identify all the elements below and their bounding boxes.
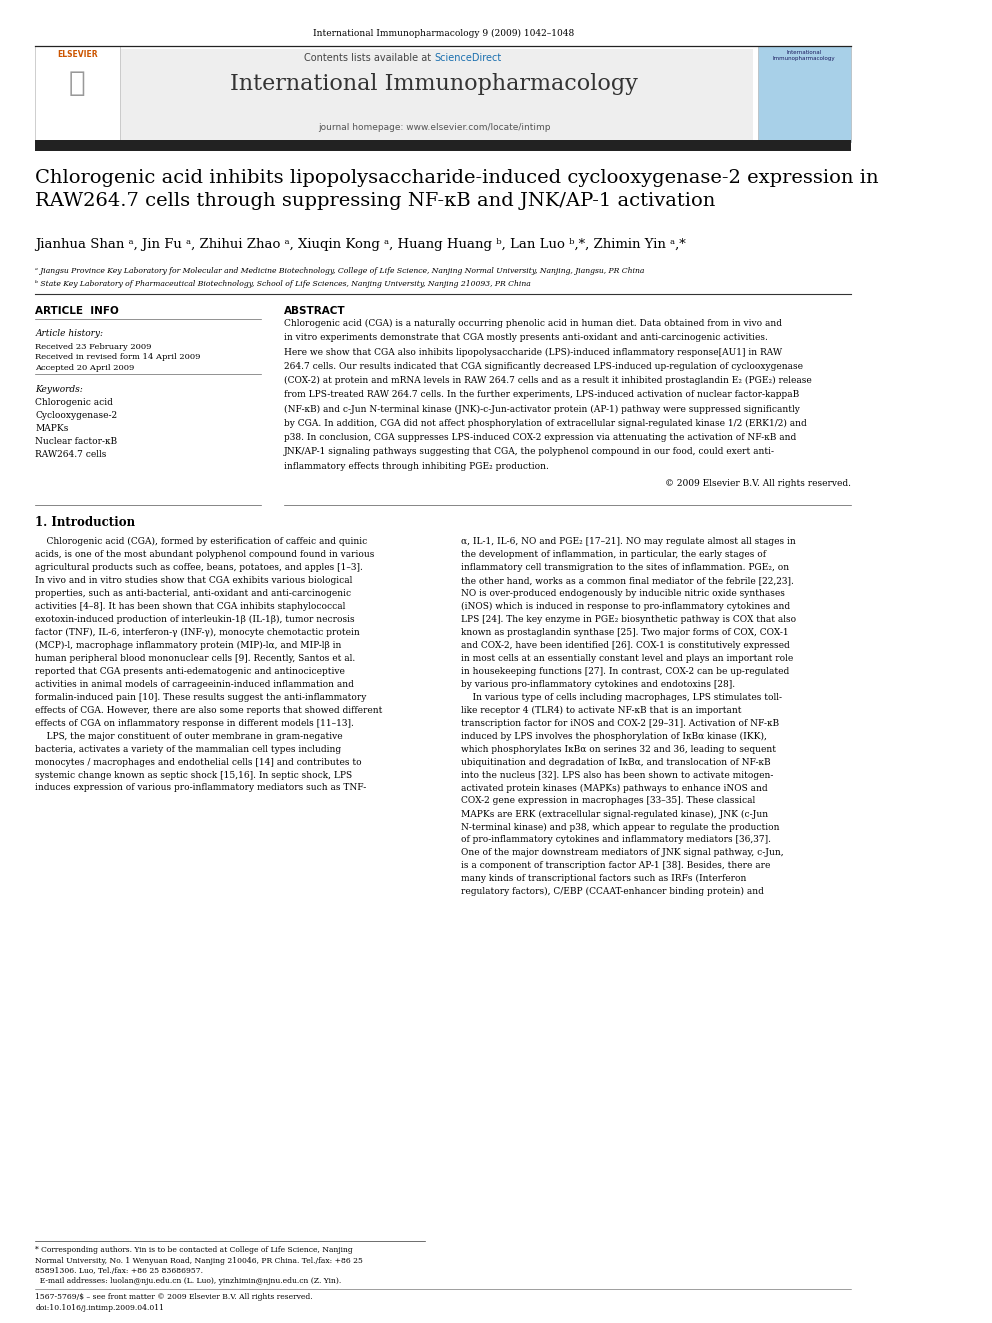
Text: NO is over-produced endogenously by inducible nitric oxide synthases: NO is over-produced endogenously by indu… [461, 589, 785, 598]
FancyBboxPatch shape [758, 46, 851, 142]
Text: Chlorogenic acid inhibits lipopolysaccharide-induced cyclooxygenase-2 expression: Chlorogenic acid inhibits lipopolysaccha… [36, 169, 879, 210]
Text: (iNOS) which is induced in response to pro-inflammatory cytokines and: (iNOS) which is induced in response to p… [461, 602, 790, 611]
Text: induced by LPS involves the phosphorylation of IκBα kinase (IKK),: induced by LPS involves the phosphorylat… [461, 732, 767, 741]
Text: into the nucleus [32]. LPS also has been shown to activate mitogen-: into the nucleus [32]. LPS also has been… [461, 770, 774, 779]
Text: doi:10.1016/j.intimp.2009.04.011: doi:10.1016/j.intimp.2009.04.011 [36, 1304, 165, 1312]
Text: activated protein kinases (MAPKs) pathways to enhance iNOS and: activated protein kinases (MAPKs) pathwa… [461, 783, 768, 792]
Text: human peripheral blood mononuclear cells [9]. Recently, Santos et al.: human peripheral blood mononuclear cells… [36, 654, 356, 663]
Text: Received 23 February 2009: Received 23 February 2009 [36, 343, 152, 351]
Text: Jianhua Shan ᵃ, Jin Fu ᵃ, Zhihui Zhao ᵃ, Xiuqin Kong ᵃ, Huang Huang ᵇ, Lan Luo ᵇ: Jianhua Shan ᵃ, Jin Fu ᵃ, Zhihui Zhao ᵃ,… [36, 238, 686, 251]
Text: by CGA. In addition, CGA did not affect phosphorylation of extracellular signal-: by CGA. In addition, CGA did not affect … [284, 419, 806, 427]
Text: International
Immunopharmacology: International Immunopharmacology [773, 50, 835, 61]
Text: (NF-κB) and c-Jun N-terminal kinase (JNK)-c-Jun-activator protein (AP-1) pathway: (NF-κB) and c-Jun N-terminal kinase (JNK… [284, 405, 800, 414]
Text: International Immunopharmacology: International Immunopharmacology [230, 73, 638, 95]
Text: formalin-induced pain [10]. These results suggest the anti-inflammatory: formalin-induced pain [10]. These result… [36, 693, 367, 701]
Text: activities [4–8]. It has been shown that CGA inhibits staphylococcal: activities [4–8]. It has been shown that… [36, 602, 346, 611]
Text: is a component of transcription factor AP-1 [38]. Besides, there are: is a component of transcription factor A… [461, 861, 771, 871]
Text: © 2009 Elsevier B.V. All rights reserved.: © 2009 Elsevier B.V. All rights reserved… [665, 479, 851, 488]
Text: reported that CGA presents anti-edematogenic and antinociceptive: reported that CGA presents anti-edematog… [36, 667, 345, 676]
Text: from LPS-treated RAW 264.7 cells. In the further experiments, LPS-induced activa: from LPS-treated RAW 264.7 cells. In the… [284, 390, 799, 400]
Text: ᵃ Jiangsu Province Key Laboratory for Molecular and Medicine Biotechnology, Coll: ᵃ Jiangsu Province Key Laboratory for Mo… [36, 267, 645, 275]
Text: ScienceDirect: ScienceDirect [434, 53, 502, 64]
Text: Received in revised form 14 April 2009: Received in revised form 14 April 2009 [36, 353, 201, 361]
Text: E-mail addresses: luolan@nju.edu.cn (L. Luo), yinzhimin@njnu.edu.cn (Z. Yin).: E-mail addresses: luolan@nju.edu.cn (L. … [36, 1277, 341, 1285]
Text: acids, is one of the most abundant polyphenol compound found in various: acids, is one of the most abundant polyp… [36, 550, 375, 560]
FancyBboxPatch shape [120, 49, 754, 142]
FancyBboxPatch shape [36, 46, 120, 142]
Text: Chlorogenic acid (CGA), formed by esterification of caffeic and quinic: Chlorogenic acid (CGA), formed by esteri… [36, 537, 368, 546]
Text: LPS [24]. The key enzyme in PGE₂ biosynthetic pathway is COX that also: LPS [24]. The key enzyme in PGE₂ biosynt… [461, 615, 796, 624]
Text: N-terminal kinase) and p38, which appear to regulate the production: N-terminal kinase) and p38, which appear… [461, 823, 780, 831]
Text: MAPKs: MAPKs [36, 423, 68, 433]
Text: Article history:: Article history: [36, 329, 103, 339]
Text: many kinds of transcriptional factors such as IRFs (Interferon: many kinds of transcriptional factors su… [461, 875, 746, 884]
Text: RAW264.7 cells: RAW264.7 cells [36, 450, 107, 459]
Text: properties, such as anti-bacterial, anti-oxidant and anti-carcinogenic: properties, such as anti-bacterial, anti… [36, 589, 351, 598]
Text: effects of CGA. However, there are also some reports that showed different: effects of CGA. However, there are also … [36, 705, 383, 714]
Text: Chlorogenic acid (CGA) is a naturally occurring phenolic acid in human diet. Dat: Chlorogenic acid (CGA) is a naturally oc… [284, 319, 782, 328]
Text: In vivo and in vitro studies show that CGA exhibits various biological: In vivo and in vitro studies show that C… [36, 576, 353, 585]
Text: ARTICLE  INFO: ARTICLE INFO [36, 306, 119, 316]
Text: Keywords:: Keywords: [36, 385, 83, 394]
Text: 264.7 cells. Our results indicated that CGA significantly decreased LPS-induced : 264.7 cells. Our results indicated that … [284, 361, 803, 370]
Text: ELSEVIER: ELSEVIER [57, 50, 97, 60]
Text: 1. Introduction: 1. Introduction [36, 516, 136, 529]
Text: ᵇ State Key Laboratory of Pharmaceutical Biotechnology, School of Life Sciences,: ᵇ State Key Laboratory of Pharmaceutical… [36, 280, 531, 288]
Text: 85891306. Luo, Tel./fax: +86 25 83686957.: 85891306. Luo, Tel./fax: +86 25 83686957… [36, 1267, 203, 1275]
Text: COX-2 gene expression in macrophages [33–35]. These classical: COX-2 gene expression in macrophages [33… [461, 796, 755, 806]
Text: 1567-5769/$ – see front matter © 2009 Elsevier B.V. All rights reserved.: 1567-5769/$ – see front matter © 2009 El… [36, 1293, 313, 1301]
Text: inflammatory effects through inhibiting PGE₂ production.: inflammatory effects through inhibiting … [284, 462, 549, 471]
Text: exotoxin-induced production of interleukin-1β (IL-1β), tumor necrosis: exotoxin-induced production of interleuk… [36, 615, 355, 624]
Text: bacteria, activates a variety of the mammalian cell types including: bacteria, activates a variety of the mam… [36, 745, 341, 754]
Text: known as prostaglandin synthase [25]. Two major forms of COX, COX-1: known as prostaglandin synthase [25]. Tw… [461, 628, 789, 636]
Text: Chlorogenic acid: Chlorogenic acid [36, 398, 113, 407]
Text: p38. In conclusion, CGA suppresses LPS-induced COX-2 expression via attenuating : p38. In conclusion, CGA suppresses LPS-i… [284, 433, 796, 442]
Text: regulatory factors), C/EBP (CCAAT-enhancer binding protein) and: regulatory factors), C/EBP (CCAAT-enhanc… [461, 888, 764, 896]
Text: inflammatory cell transmigration to the sites of inflammation. PGE₂, on: inflammatory cell transmigration to the … [461, 564, 789, 572]
Text: agricultural products such as coffee, beans, potatoes, and apples [1–3].: agricultural products such as coffee, be… [36, 564, 363, 572]
Text: Accepted 20 April 2009: Accepted 20 April 2009 [36, 364, 135, 372]
Text: Contents lists available at: Contents lists available at [305, 53, 434, 64]
Text: like receptor 4 (TLR4) to activate NF-κB that is an important: like receptor 4 (TLR4) to activate NF-κB… [461, 705, 741, 714]
Text: (COX-2) at protein and mRNA levels in RAW 264.7 cells and as a result it inhibit: (COX-2) at protein and mRNA levels in RA… [284, 376, 811, 385]
Text: (MCP)-l, macrophage inflammatory protein (MIP)-lα, and MIP-lβ in: (MCP)-l, macrophage inflammatory protein… [36, 640, 342, 650]
Text: MAPKs are ERK (extracellular signal-regulated kinase), JNK (c-Jun: MAPKs are ERK (extracellular signal-regu… [461, 810, 768, 819]
Text: which phosphorylates IκBα on serines 32 and 36, leading to sequent: which phosphorylates IκBα on serines 32 … [461, 745, 776, 754]
Text: in vitro experiments demonstrate that CGA mostly presents anti-oxidant and anti-: in vitro experiments demonstrate that CG… [284, 333, 768, 343]
Text: the other hand, works as a common final mediator of the febrile [22,23].: the other hand, works as a common final … [461, 576, 794, 585]
Text: International Immunopharmacology 9 (2009) 1042–1048: International Immunopharmacology 9 (2009… [312, 29, 573, 38]
Text: In various type of cells including macrophages, LPS stimulates toll-: In various type of cells including macro… [461, 693, 782, 701]
Text: LPS, the major constituent of outer membrane in gram-negative: LPS, the major constituent of outer memb… [36, 732, 343, 741]
Text: * Corresponding authors. Yin is to be contacted at College of Life Science, Nanj: * Corresponding authors. Yin is to be co… [36, 1246, 353, 1254]
Text: by various pro-inflammatory cytokines and endotoxins [28].: by various pro-inflammatory cytokines an… [461, 680, 735, 689]
Text: journal homepage: www.elsevier.com/locate/intimp: journal homepage: www.elsevier.com/locat… [318, 123, 551, 132]
Text: Normal University, No. 1 Wenyuan Road, Nanjing 210046, PR China. Tel./fax: +86 2: Normal University, No. 1 Wenyuan Road, N… [36, 1257, 363, 1265]
Text: the development of inflammation, in particular, the early stages of: the development of inflammation, in part… [461, 550, 766, 560]
Text: ABSTRACT: ABSTRACT [284, 306, 345, 316]
Text: Nuclear factor-κB: Nuclear factor-κB [36, 437, 118, 446]
Text: of pro-inflammatory cytokines and inflammatory mediators [36,37].: of pro-inflammatory cytokines and inflam… [461, 835, 771, 844]
Text: induces expression of various pro-inflammatory mediators such as TNF-: induces expression of various pro-inflam… [36, 783, 367, 792]
Text: JNK/AP-1 signaling pathways suggesting that CGA, the polyphenol compound in our : JNK/AP-1 signaling pathways suggesting t… [284, 447, 775, 456]
Text: Cyclooxygenase-2: Cyclooxygenase-2 [36, 411, 118, 421]
Text: transcription factor for iNOS and COX-2 [29–31]. Activation of NF-κB: transcription factor for iNOS and COX-2 … [461, 718, 779, 728]
Text: systemic change known as septic shock [15,16]. In septic shock, LPS: systemic change known as septic shock [1… [36, 770, 352, 779]
Text: monocytes / macrophages and endothelial cells [14] and contributes to: monocytes / macrophages and endothelial … [36, 758, 362, 766]
Text: activities in animal models of carrageeinin-induced inflammation and: activities in animal models of carrageei… [36, 680, 354, 689]
Text: α, IL-1, IL-6, NO and PGE₂ [17–21]. NO may regulate almost all stages in: α, IL-1, IL-6, NO and PGE₂ [17–21]. NO m… [461, 537, 796, 546]
FancyBboxPatch shape [36, 140, 851, 151]
Text: in most cells at an essentially constant level and plays an important role: in most cells at an essentially constant… [461, 654, 794, 663]
Text: in housekeeping functions [27]. In contrast, COX-2 can be up-regulated: in housekeeping functions [27]. In contr… [461, 667, 790, 676]
Text: One of the major downstream mediators of JNK signal pathway, c-Jun,: One of the major downstream mediators of… [461, 848, 784, 857]
Text: and COX-2, have been identified [26]. COX-1 is constitutively expressed: and COX-2, have been identified [26]. CO… [461, 640, 790, 650]
Text: 🌳: 🌳 [68, 69, 85, 97]
Text: ubiquitination and degradation of IκBα, and translocation of NF-κB: ubiquitination and degradation of IκBα, … [461, 758, 771, 766]
Text: effects of CGA on inflammatory response in different models [11–13].: effects of CGA on inflammatory response … [36, 718, 354, 728]
Text: factor (TNF), IL-6, interferon-γ (INF-γ), monocyte chemotactic protein: factor (TNF), IL-6, interferon-γ (INF-γ)… [36, 628, 360, 636]
Text: Here we show that CGA also inhibits lipopolysaccharide (LPS)-induced inflammator: Here we show that CGA also inhibits lipo… [284, 348, 782, 356]
